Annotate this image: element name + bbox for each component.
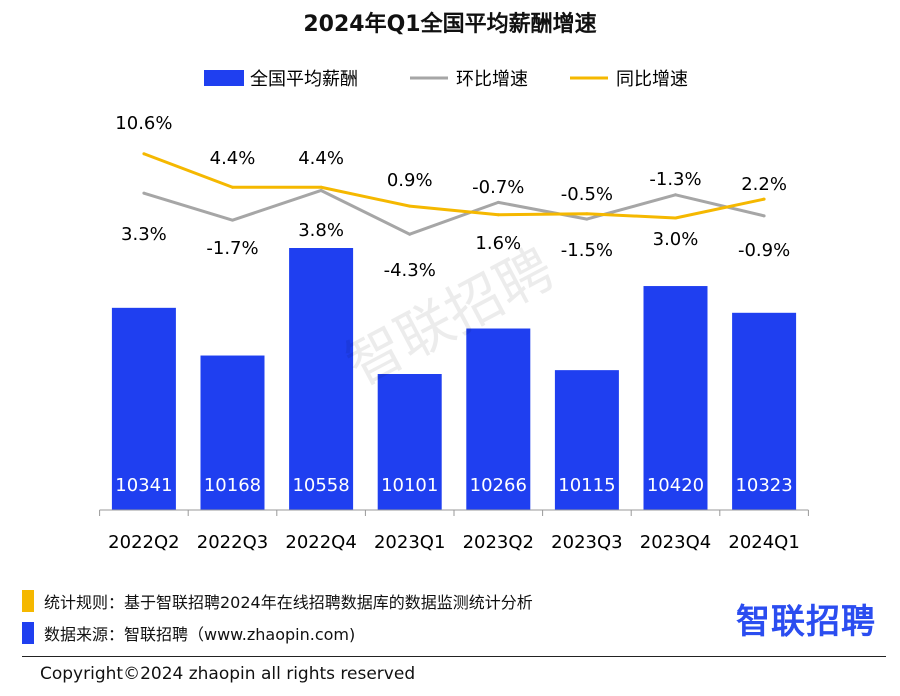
- mom-label-2022Q2: 3.3%: [121, 224, 167, 245]
- bar-2023Q2: [466, 328, 531, 510]
- yoy-point-2022Q3: [231, 185, 234, 189]
- bar-label-2022Q2: 10341: [115, 475, 172, 496]
- mom-point-2023Q1: [408, 232, 412, 236]
- yoy-label-2022Q4: 4.4%: [298, 148, 344, 169]
- legend-swatch-salary: [204, 70, 244, 86]
- yoy-label-2024Q1: 2.2%: [741, 174, 787, 195]
- yoy-point-2023Q3: [585, 212, 589, 216]
- chart: 全国平均薪酬 环比增速 同比增速 10341 10168 10558 10101 102…: [99, 69, 809, 553]
- yoy-point-2023Q2: [496, 213, 500, 217]
- bar-label-2022Q3: 10168: [204, 475, 261, 496]
- bar-2023Q3: [554, 370, 619, 510]
- x-tick-2023Q1: 2023Q1: [374, 532, 445, 553]
- legend-label-mom: 环比增速: [456, 69, 528, 90]
- mom-label-2023Q4: 3.0%: [653, 229, 699, 250]
- mom-point-2023Q3: [585, 217, 589, 221]
- zhaopin-logo: 智联招聘: [736, 602, 876, 642]
- bars-layer: 10341 10168 10558 10101 10266 10115 10420 10323: [111, 248, 797, 510]
- yoy-point-2023Q4: [674, 216, 677, 220]
- mom-label-2022Q3: -1.7%: [206, 238, 258, 259]
- yoy-line: [143, 152, 765, 220]
- bar-label-2023Q4: 10420: [647, 475, 704, 496]
- yoy-label-2022Q3: 4.4%: [210, 148, 256, 169]
- mom-point-2024Q1: [762, 214, 766, 218]
- copyright-text: Copyright©2024 zhaopin all rights reserv…: [40, 664, 416, 684]
- bar-2023Q1: [377, 374, 442, 510]
- mom-line: [143, 188, 765, 236]
- mom-label-2023Q3: -1.5%: [561, 240, 613, 261]
- note-source: 数据来源：智联招聘（www.zhaopin.com): [22, 622, 355, 644]
- note-rule-swatch: [22, 590, 34, 612]
- bar-2022Q4: [289, 248, 354, 510]
- note-rule-text: 统计规则：基于智联招聘2024年在线招聘数据库的数据监测统计分析: [44, 593, 533, 612]
- legend-label-yoy: 同比增速: [616, 69, 688, 90]
- x-tick-2024Q1: 2024Q1: [728, 532, 799, 553]
- bar-label-2023Q3: 10115: [558, 475, 615, 496]
- bar-2022Q2: [111, 307, 176, 510]
- chart-title: 2024年Q1全国平均薪酬增速: [303, 12, 597, 37]
- bar-2022Q3: [200, 355, 265, 510]
- bar-2023Q4: [643, 286, 708, 510]
- yoy-label-2023Q3: -0.5%: [561, 184, 613, 205]
- x-tick-2022Q4: 2022Q4: [285, 532, 356, 553]
- legend-label-salary: 全国平均薪酬: [250, 69, 358, 90]
- legend: 全国平均薪酬 环比增速 同比增速: [204, 69, 688, 90]
- mom-point-2023Q4: [674, 193, 677, 197]
- yoy-point-2022Q4: [319, 185, 323, 189]
- x-tick-2023Q4: 2023Q4: [640, 532, 711, 553]
- x-tick-2022Q3: 2022Q3: [197, 532, 268, 553]
- mom-point-2022Q3: [231, 218, 234, 222]
- lines-layer: 3.3% -1.7% 3.8% -4.3% 1.6% -1.5% 3.0% -0.9% 10.6…: [115, 113, 790, 281]
- bar-2024Q1: [732, 312, 797, 510]
- yoy-label-2023Q2: -0.7%: [472, 177, 524, 198]
- mom-point-2022Q4: [319, 188, 323, 192]
- x-axis: 2022Q2 2022Q3 2022Q4 2023Q1 2023Q2 2023Q3 2023…: [99, 509, 809, 553]
- yoy-point-2024Q1: [762, 197, 766, 201]
- mom-label-2024Q1: -0.9%: [738, 240, 790, 261]
- yoy-label-2022Q2: 10.6%: [115, 113, 172, 134]
- note-source-swatch: [22, 622, 34, 644]
- footer-divider: [22, 656, 886, 657]
- x-tick-2023Q3: 2023Q3: [551, 532, 622, 553]
- bar-label-2023Q2: 10266: [470, 475, 527, 496]
- yoy-label-2023Q1: 0.9%: [387, 170, 433, 191]
- yoy-point-2023Q1: [408, 204, 412, 208]
- yoy-label-2023Q4: -1.3%: [649, 169, 701, 190]
- mom-label-2022Q4: 3.8%: [298, 220, 344, 241]
- bar-label-2022Q4: 10558: [292, 475, 349, 496]
- mom-point-2023Q2: [496, 200, 500, 204]
- note-source-text: 数据来源：智联招聘（www.zhaopin.com): [44, 625, 356, 644]
- x-tick-2023Q2: 2023Q2: [463, 532, 534, 553]
- x-tick-2022Q2: 2022Q2: [108, 532, 179, 553]
- note-rule: 统计规则：基于智联招聘2024年在线招聘数据库的数据监测统计分析: [22, 590, 533, 612]
- mom-point-2022Q2: [142, 191, 146, 195]
- mom-label-2023Q2: 1.6%: [475, 233, 521, 254]
- footer: 统计规则：基于智联招聘2024年在线招聘数据库的数据监测统计分析 数据来源：智联…: [0, 586, 900, 696]
- yoy-point-2022Q2: [142, 152, 146, 156]
- bar-label-2024Q1: 10323: [735, 475, 792, 496]
- mom-label-2023Q1: -4.3%: [384, 260, 436, 281]
- bar-label-2023Q1: 10101: [381, 475, 438, 496]
